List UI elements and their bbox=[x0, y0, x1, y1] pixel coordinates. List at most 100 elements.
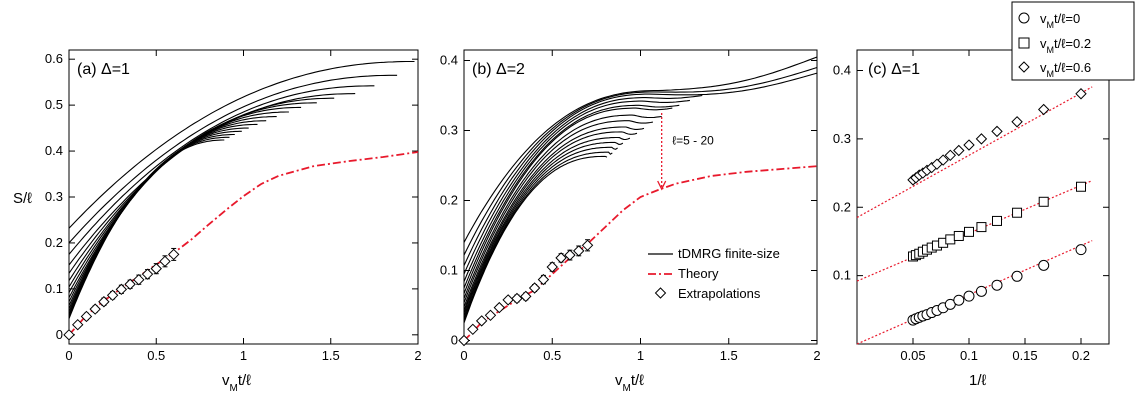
legend-square-marker bbox=[1018, 37, 1030, 49]
x-tick-label: 1.5 bbox=[322, 348, 340, 363]
square-point bbox=[953, 230, 964, 241]
panel-b-legend: tDMRG finite-size Theory Extrapolations bbox=[648, 246, 780, 301]
square-point bbox=[1038, 196, 1049, 207]
x-tick-label: 0 bbox=[460, 348, 467, 363]
finite-size-curve bbox=[463, 99, 690, 282]
legend-box bbox=[1011, 1, 1135, 81]
y-tick-label: 0.4 bbox=[45, 143, 63, 158]
panel-c: (c) Δ=1 0.05 0.1 0.15 0.2 0.10.20.30.4 1/ℓ … bbox=[833, 1, 1135, 389]
extrapolation-point bbox=[581, 239, 594, 252]
extrapolation-point bbox=[493, 301, 506, 314]
extrapolation-point bbox=[159, 255, 171, 268]
y-tick-label: 0.4 bbox=[833, 63, 851, 78]
y-tick-label: 0.2 bbox=[833, 199, 851, 214]
diamond-point bbox=[991, 125, 1003, 138]
finite-size-curve bbox=[68, 106, 302, 288]
extrapolation-point bbox=[467, 323, 479, 336]
finite-size-curve bbox=[463, 141, 624, 317]
circle-point bbox=[1011, 270, 1023, 282]
legend-label-theory: Theory bbox=[678, 266, 719, 281]
finite-size-curve bbox=[463, 146, 618, 319]
finite-size-curve bbox=[68, 127, 249, 309]
extrapolation-point bbox=[537, 273, 550, 286]
finite-size-curve bbox=[463, 107, 673, 294]
finite-size-curve bbox=[68, 85, 375, 255]
finite-size-curve bbox=[68, 111, 289, 293]
square-point bbox=[964, 226, 974, 237]
panel-a-ylabel: S/ℓ bbox=[13, 190, 32, 207]
panel-c-xlabel: 1/ℓ bbox=[969, 372, 987, 389]
finite-size-curve bbox=[68, 116, 277, 298]
panel-c-xticks: 0.05 0.1 0.15 0.2 bbox=[900, 50, 1090, 363]
theory-curve bbox=[68, 151, 419, 336]
panel-b-finite-size-lines bbox=[463, 56, 818, 324]
panel-c-yticks: 0.1 0.2 0.3 0.4 bbox=[833, 63, 1109, 283]
finite-size-curve bbox=[463, 56, 818, 243]
theory-curve bbox=[463, 165, 818, 342]
diamond-point bbox=[953, 144, 965, 157]
panel-c-title: (c) Δ=1 bbox=[868, 61, 920, 78]
x-tick-label: 0 bbox=[65, 348, 72, 363]
finite-size-curve bbox=[463, 94, 703, 275]
diamond-point bbox=[1075, 88, 1087, 100]
panel-a-extrapolations bbox=[63, 247, 180, 341]
extrapolation-point bbox=[89, 303, 101, 315]
x-tick-label: 0.15 bbox=[1012, 348, 1037, 363]
extrapolation-point bbox=[564, 249, 576, 261]
panel-a-title: (a) Δ=1 bbox=[77, 61, 130, 78]
finite-size-curve bbox=[463, 104, 680, 289]
extrapolation-point bbox=[98, 296, 110, 308]
y-tick-label: 0 bbox=[451, 333, 458, 348]
extrapolation-point bbox=[106, 289, 119, 302]
extrapolation-point bbox=[124, 278, 136, 290]
square-point bbox=[1012, 207, 1023, 218]
extrapolation-point bbox=[63, 329, 75, 341]
y-tick-label: 0 bbox=[56, 327, 63, 342]
x-tick-label: 2 bbox=[414, 348, 421, 363]
panel-b-title: (b) Δ=2 bbox=[472, 61, 525, 78]
y-tick-label: 0.4 bbox=[440, 53, 458, 68]
square-point bbox=[976, 222, 987, 233]
panel-a-xlabel: vMt/ℓ bbox=[222, 372, 251, 394]
x-tick-label: 0.5 bbox=[543, 348, 561, 363]
panel-b-xlabel: vMt/ℓ bbox=[615, 372, 644, 394]
finite-size-curve bbox=[463, 155, 608, 324]
y-tick-label: 0.1 bbox=[45, 281, 63, 296]
finite-size-curve bbox=[68, 60, 415, 229]
finite-size-curve bbox=[68, 93, 356, 266]
circle-point bbox=[963, 290, 975, 302]
y-tick-label: 0.2 bbox=[440, 193, 458, 208]
extrapolation-point bbox=[546, 261, 558, 273]
y-tick-label: 0.3 bbox=[45, 189, 63, 204]
legend-circle-marker bbox=[1018, 12, 1030, 24]
y-tick-label: 0.1 bbox=[833, 268, 851, 283]
panel-b-xticks: 0 0.5 1 1.5 2 bbox=[460, 50, 821, 363]
y-tick-label: 0.6 bbox=[45, 51, 63, 66]
x-tick-label: 0.2 bbox=[1072, 348, 1090, 363]
x-tick-label: 0.5 bbox=[147, 348, 165, 363]
extrapolation-point bbox=[520, 290, 532, 303]
panel-a-yticks: 0 0.1 0.2 0.3 0.4 0.5 0.6 bbox=[45, 51, 418, 342]
panel-a-xticks: 0 0.5 1 1.5 2 bbox=[65, 50, 422, 363]
finite-size-curve bbox=[463, 120, 653, 303]
y-tick-label: 0.2 bbox=[45, 235, 63, 250]
fit-line bbox=[856, 86, 1093, 219]
extrapolation-point bbox=[484, 309, 497, 322]
circle-point bbox=[975, 285, 987, 297]
extrapolation-point bbox=[72, 318, 84, 331]
finite-size-curve bbox=[68, 130, 242, 312]
finite-size-curve bbox=[463, 131, 638, 311]
circle-point bbox=[991, 279, 1003, 291]
x-tick-label: 1 bbox=[637, 348, 644, 363]
y-tick-label: 0.3 bbox=[833, 131, 851, 146]
panel-b-theory bbox=[463, 165, 818, 342]
panel-c-fit-lines bbox=[856, 86, 1093, 345]
finite-size-curve bbox=[68, 97, 335, 274]
extrapolation-point bbox=[502, 294, 514, 306]
square-point bbox=[945, 234, 956, 245]
diamond-point bbox=[975, 133, 988, 145]
extrapolation-point bbox=[555, 252, 567, 264]
diamond-point bbox=[944, 149, 957, 162]
x-tick-label: 1.5 bbox=[720, 348, 738, 363]
diamond-point bbox=[1011, 116, 1023, 128]
